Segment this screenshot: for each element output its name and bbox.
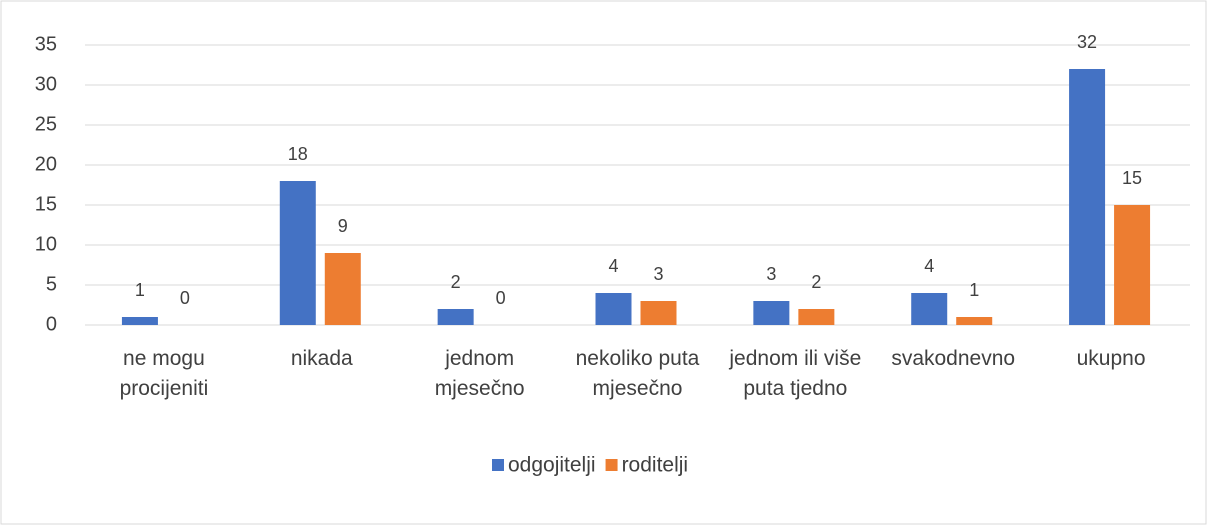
value-label: 9 [338, 216, 348, 236]
y-tick-label: 5 [46, 273, 57, 295]
bar [753, 301, 790, 325]
value-label: 15 [1122, 168, 1142, 188]
y-tick-label: 30 [35, 73, 57, 95]
x-tick-label: nikada [290, 347, 353, 370]
y-tick-label: 35 [35, 33, 57, 55]
bar [798, 309, 835, 325]
x-tick-label: ukupno [1076, 347, 1146, 370]
legend-swatch [605, 459, 618, 471]
bar [324, 253, 361, 325]
y-tick-label: 25 [35, 113, 57, 135]
bar [911, 293, 948, 325]
value-label: 0 [180, 288, 190, 308]
x-tick-label: svakodnevno [891, 347, 1016, 370]
value-label: 32 [1077, 32, 1097, 52]
x-tick-label: nekoliko puta mjesečno [575, 347, 700, 400]
value-label: 18 [288, 144, 308, 164]
value-label: 4 [924, 256, 934, 276]
bar [121, 317, 158, 325]
y-tick-label: 20 [35, 153, 57, 175]
y-tick-label: 15 [35, 193, 57, 215]
bar [956, 317, 993, 325]
value-label: 1 [969, 280, 979, 300]
x-tick-label: jednom ili više puta tjedno [729, 347, 862, 400]
value-label: 0 [496, 288, 506, 308]
legend-label: roditelji [622, 454, 689, 477]
bar [1069, 69, 1106, 325]
value-label: 1 [135, 280, 145, 300]
bar [437, 309, 474, 325]
y-tick-label: 10 [35, 233, 57, 255]
value-label: 2 [451, 272, 461, 292]
value-label: 2 [811, 272, 821, 292]
value-label: 3 [653, 264, 663, 284]
x-tick-label: ne mogu procijeniti [119, 347, 209, 400]
bar [1114, 205, 1151, 325]
bar [640, 301, 677, 325]
x-tick-label: jednom mjesečno [434, 347, 525, 400]
legend-swatch [492, 459, 504, 471]
value-label: 4 [608, 256, 618, 276]
y-tick-label: 0 [46, 313, 57, 335]
bar [279, 181, 316, 325]
bar [595, 293, 632, 325]
value-label: 3 [766, 264, 776, 284]
legend-label: odgojitelji [508, 454, 596, 477]
